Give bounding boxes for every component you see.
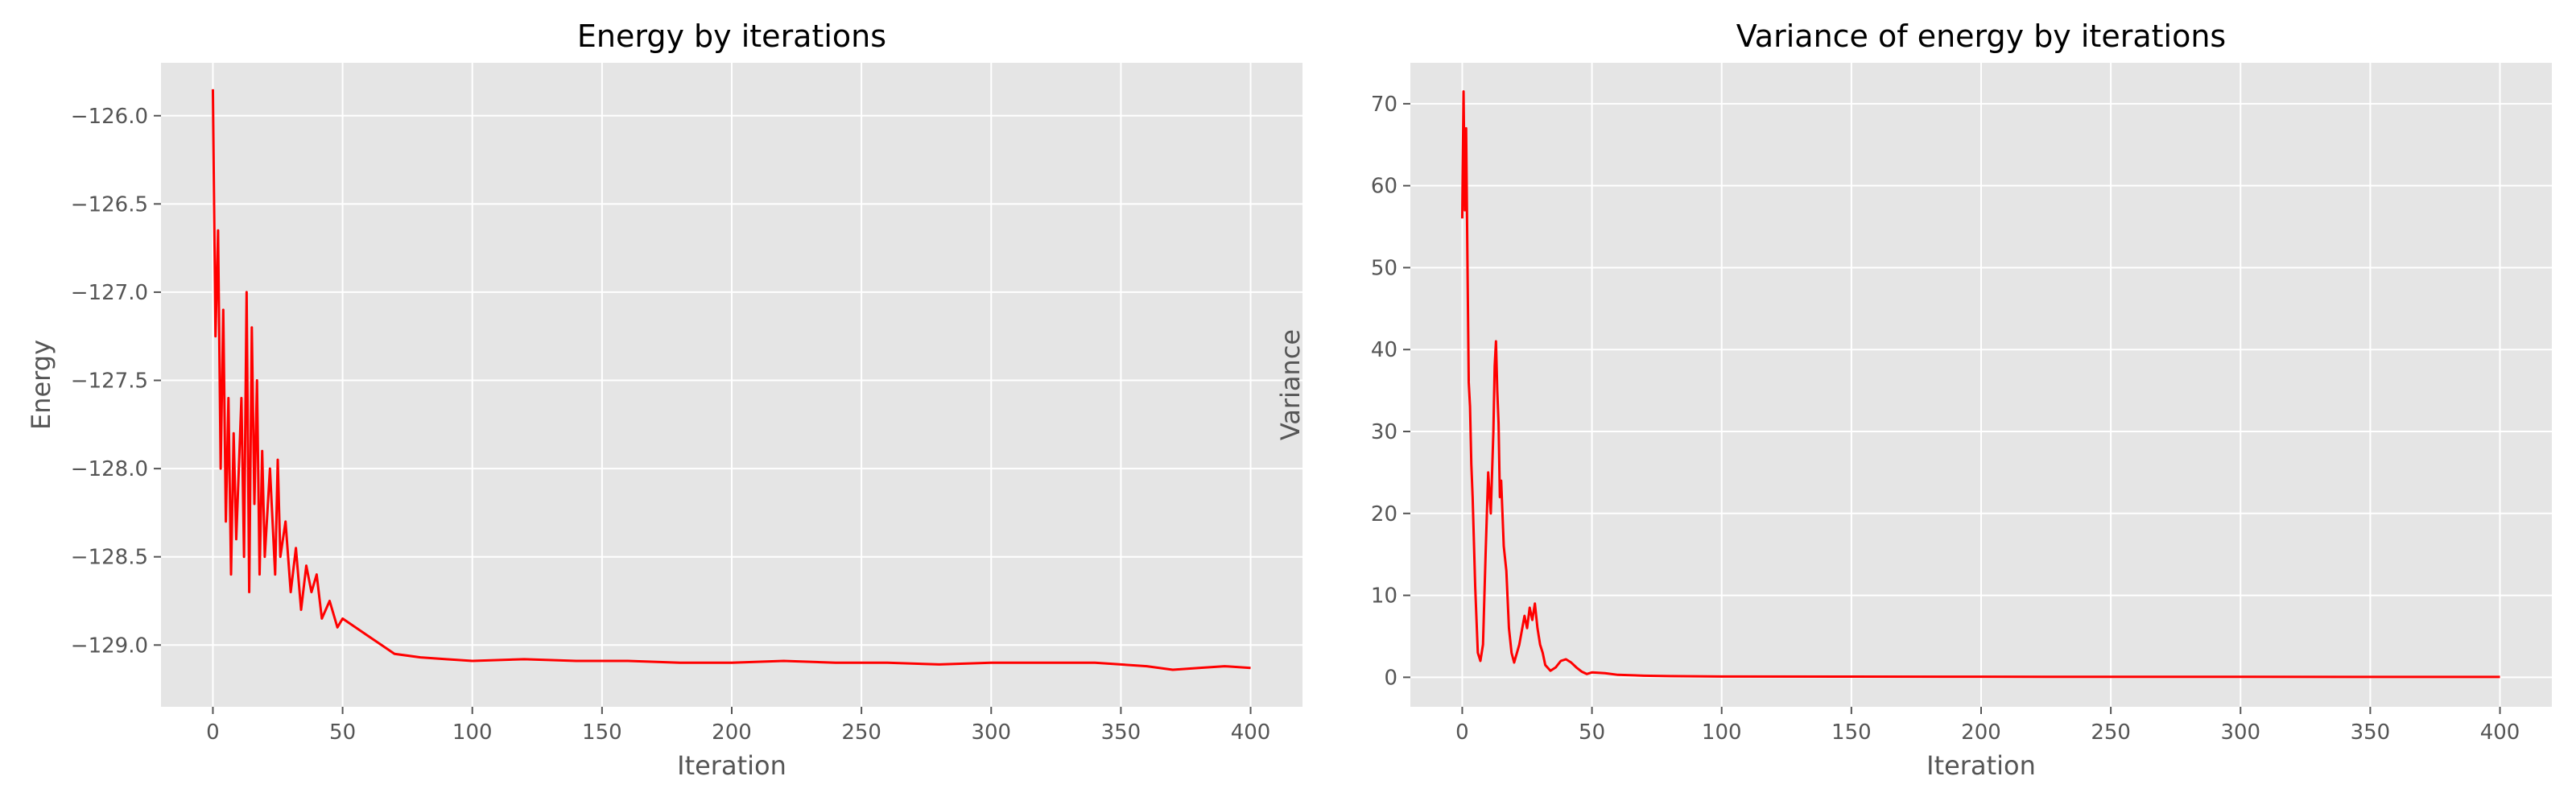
variance-ticks: 0 50 100 150 200 250 300 350 400 0 10 20 30 40 50 60 70 — [1371, 93, 2520, 745]
variance-x-tick-label: 350 — [2351, 720, 2391, 745]
energy-ticks: 0 50 100 150 200 250 300 350 400 −129.0 −128.5 −128… — [71, 105, 1271, 745]
variance-x-tick-label: 200 — [1961, 720, 2001, 745]
variance-y-tick-label: 70 — [1371, 93, 1397, 117]
energy-chart: 0 50 100 150 200 250 300 350 400 −129.0 −128.5 −128… — [26, 19, 1302, 781]
energy-y-tick-label: −127.5 — [71, 369, 148, 394]
variance-chart-title: Variance of energy by iterations — [1736, 19, 2226, 54]
energy-x-tick-label: 350 — [1101, 720, 1141, 745]
variance-chart: 0 50 100 150 200 250 300 350 400010203040506070 … — [1275, 19, 2552, 781]
energy-x-tick-label: 250 — [841, 720, 881, 745]
variance-y-tick-label: 20 — [1371, 502, 1397, 526]
variance-y-tick-label: 50 — [1371, 256, 1397, 280]
energy-y-tick-label: −126.0 — [71, 105, 148, 129]
variance-x-tick-label: 150 — [1831, 720, 1872, 745]
energy-x-tick-label: 0 — [206, 720, 220, 745]
energy-y-tick-label: −127.0 — [71, 281, 148, 305]
energy-x-tick-label: 150 — [582, 720, 622, 745]
energy-y-axis-label: Energy — [26, 340, 56, 430]
variance-x-tick-label: 50 — [1579, 720, 1605, 745]
energy-series-line — [211, 89, 1251, 671]
energy-x-tick-label: 400 — [1231, 720, 1271, 745]
variance-x-tick-label: 100 — [1702, 720, 1742, 745]
energy-y-tick-label: −128.0 — [71, 457, 148, 481]
energy-y-tick-label: −129.0 — [71, 634, 148, 658]
energy-grid — [161, 63, 1302, 707]
variance-y-axis-label: Variance — [1275, 329, 1306, 440]
variance-y-tick-label: 40 — [1371, 338, 1397, 362]
energy-x-tick-label: 200 — [712, 720, 752, 745]
energy-x-axis-label: Iteration — [677, 750, 786, 781]
variance-y-tick-label: 60 — [1371, 175, 1397, 199]
variance-series-line — [1460, 90, 2500, 679]
variance-y-tick-label: 0 — [1384, 666, 1397, 690]
variance-y-tick-label: 10 — [1371, 584, 1397, 609]
energy-chart-title: Energy by iterations — [577, 19, 886, 54]
energy-x-tick-label: 100 — [452, 720, 493, 745]
energy-y-tick-label: −128.5 — [71, 546, 148, 570]
variance-y-tick-label: 30 — [1371, 420, 1397, 444]
energy-y-tick-label: −126.5 — [71, 192, 148, 217]
variance-x-tick-label: 250 — [2091, 720, 2131, 745]
variance-x-tick-label: 0 — [1455, 720, 1469, 745]
variance-x-tick-label: 400 — [2480, 720, 2520, 745]
energy-x-tick-label: 50 — [329, 720, 356, 745]
energy-x-tick-label: 300 — [971, 720, 1011, 745]
variance-x-axis-label: Iteration — [1926, 750, 2036, 781]
variance-x-tick-label: 300 — [2220, 720, 2260, 745]
